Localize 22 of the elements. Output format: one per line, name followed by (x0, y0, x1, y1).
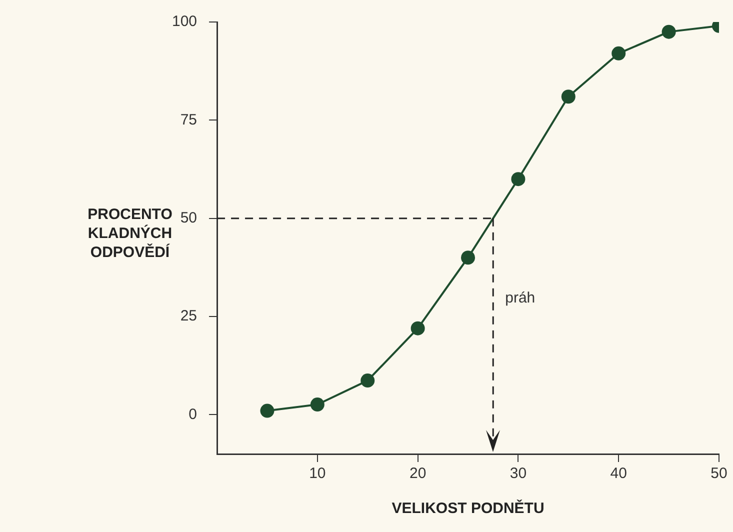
y-tick-label: 50 (180, 210, 198, 227)
y-axis-title: PROCENTO KLADNÝCH ODPOVĚDÍ (88, 206, 172, 261)
point (511, 172, 526, 186)
x-tick-label: 50 (710, 465, 728, 482)
x-tick-label: 40 (610, 465, 627, 482)
x-tick-label: 10 (309, 465, 326, 482)
y-tick-label: 100 (172, 13, 198, 30)
x-tick-label: 20 (409, 465, 426, 482)
point (360, 374, 375, 388)
ref-line-label: práh (505, 290, 536, 307)
y-tick-label: 75 (180, 111, 198, 128)
x-tick-label: 30 (510, 465, 527, 482)
point (662, 24, 676, 39)
y-tick-label: 25 (180, 308, 198, 325)
point (310, 398, 324, 412)
point (260, 404, 274, 418)
point (461, 250, 476, 265)
y-tick-label: 0 (188, 406, 198, 423)
x-axis-title: VELIKOST PODNĚTU (392, 499, 544, 518)
point (612, 46, 626, 60)
point (561, 90, 576, 104)
point (410, 321, 425, 336)
